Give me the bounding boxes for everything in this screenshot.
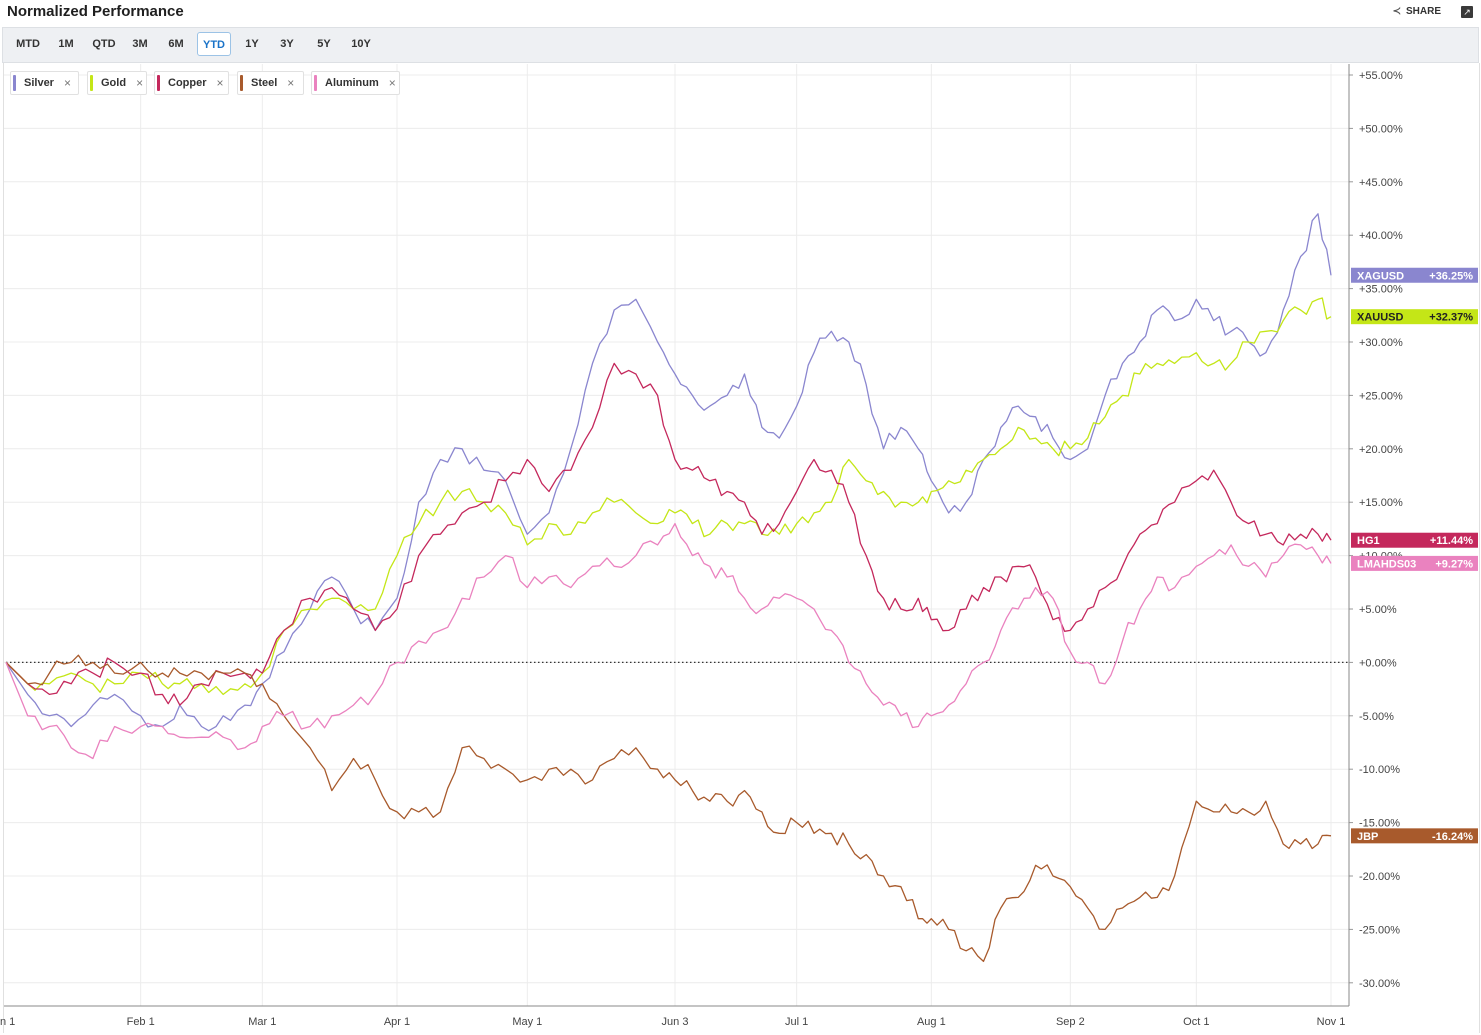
range-button-ytd[interactable]: YTD bbox=[197, 32, 231, 56]
last-value-tag-bg bbox=[1351, 267, 1478, 283]
range-button-1m[interactable]: 1M bbox=[58, 38, 74, 50]
y-tick-label: -15.00% bbox=[1359, 818, 1400, 830]
chart-area bbox=[3, 63, 1480, 1033]
last-value-tag-copper: HG1 +11.44% bbox=[1351, 532, 1478, 548]
last-value-ticker: LMAHDS03 bbox=[1357, 558, 1416, 570]
last-value-ticker: JBP bbox=[1357, 831, 1378, 843]
legend-chip-label: Copper bbox=[168, 77, 207, 89]
series-line-silver bbox=[5, 213, 1332, 732]
axes: +55.00% +50.00% +45.00% +40.00% +35.00% +30.0… bbox=[0, 64, 1403, 1028]
y-tick-label: +50.00% bbox=[1359, 123, 1403, 135]
x-tick-label: May 1 bbox=[512, 1016, 542, 1028]
legend-swatch bbox=[13, 75, 16, 91]
x-tick-label: Nov 1 bbox=[1317, 1016, 1346, 1028]
x-tick-label: Mar 1 bbox=[248, 1016, 276, 1028]
y-tick-label: +20.00% bbox=[1359, 444, 1403, 456]
y-tick-label: -10.00% bbox=[1359, 764, 1400, 776]
close-icon[interactable]: × bbox=[63, 76, 71, 90]
y-tick-label: +35.00% bbox=[1359, 284, 1403, 296]
range-button-6m[interactable]: 6M bbox=[168, 38, 184, 50]
last-value-labels: XAGUSD +36.25%XAUUSD +32.37%HG1 +11.44%JBP -… bbox=[1351, 267, 1478, 844]
legend-swatch bbox=[240, 75, 243, 91]
y-tick-label: +0.00% bbox=[1359, 657, 1397, 669]
series-line-steel bbox=[5, 654, 1332, 963]
y-tick-label: -30.00% bbox=[1359, 978, 1400, 990]
y-tick-label: -20.00% bbox=[1359, 871, 1400, 883]
range-button-3y[interactable]: 3Y bbox=[280, 38, 294, 50]
series-line-copper bbox=[5, 362, 1332, 706]
share-label: SHARE bbox=[1405, 6, 1441, 17]
last-value-tag-gold: XAUUSD +32.37% bbox=[1351, 309, 1478, 325]
y-tick-label: +55.00% bbox=[1359, 70, 1403, 82]
x-tick-label: Oct 1 bbox=[1183, 1016, 1209, 1028]
x-tick-label: n 1 bbox=[0, 1016, 15, 1028]
x-tick-label: Jul 1 bbox=[785, 1016, 808, 1028]
last-value-label: +36.25% bbox=[1429, 270, 1473, 282]
last-value-tag-bg bbox=[1351, 828, 1478, 844]
legend-chip-label: Silver bbox=[24, 77, 54, 89]
x-tick-label: Aug 1 bbox=[917, 1016, 946, 1028]
legend-swatch bbox=[157, 75, 160, 91]
y-tick-label: +30.00% bbox=[1359, 337, 1403, 349]
chart-header: Normalized Performance ≺ SHARE ↗ bbox=[0, 0, 1481, 26]
y-tick-label: +25.00% bbox=[1359, 390, 1403, 402]
y-tick-label: +45.00% bbox=[1359, 177, 1403, 189]
last-value-label: -16.24% bbox=[1432, 831, 1473, 843]
last-value-tag-bg bbox=[1351, 555, 1478, 571]
range-button-qtd[interactable]: QTD bbox=[92, 38, 116, 50]
close-icon[interactable]: × bbox=[136, 76, 144, 90]
legend-chip-copper[interactable]: Copper × bbox=[154, 71, 229, 95]
last-value-ticker: XAUUSD bbox=[1357, 312, 1404, 324]
last-value-label: +11.44% bbox=[1430, 535, 1473, 547]
page-title: Normalized Performance bbox=[7, 3, 184, 20]
last-value-label: +32.37% bbox=[1429, 312, 1473, 324]
close-icon[interactable]: × bbox=[287, 76, 295, 90]
share-button[interactable]: ≺ SHARE bbox=[1393, 6, 1441, 17]
last-value-ticker: XAGUSD bbox=[1357, 270, 1404, 282]
series-line-gold bbox=[5, 297, 1332, 696]
legend-chip-label: Steel bbox=[251, 77, 278, 89]
range-toolbar bbox=[2, 27, 1479, 63]
x-tick-label: Apr 1 bbox=[384, 1016, 410, 1028]
range-button-1y[interactable]: 1Y bbox=[245, 38, 259, 50]
x-tick-label: Sep 2 bbox=[1056, 1016, 1085, 1028]
range-button-3m[interactable]: 3M bbox=[132, 38, 148, 50]
range-button-mtd[interactable]: MTD bbox=[16, 38, 40, 50]
y-tick-label: -5.00% bbox=[1359, 711, 1394, 723]
legend-chip-aluminum[interactable]: Aluminum × bbox=[311, 71, 400, 95]
legend-swatch bbox=[90, 75, 93, 91]
y-tick-label: +5.00% bbox=[1359, 604, 1397, 616]
legend-chip-label: Aluminum bbox=[325, 77, 379, 89]
range-button-10y[interactable]: 10Y bbox=[351, 38, 371, 50]
last-value-tag-aluminum: LMAHDS03 +9.27% bbox=[1351, 555, 1478, 571]
legend-swatch bbox=[314, 75, 317, 91]
last-value-ticker: HG1 bbox=[1357, 535, 1380, 547]
legend-chip-steel[interactable]: Steel × bbox=[237, 71, 304, 95]
expand-icon[interactable]: ↗ bbox=[1461, 6, 1473, 18]
x-tick-label: Jun 3 bbox=[662, 1016, 689, 1028]
series-line-aluminum bbox=[5, 522, 1332, 760]
last-value-label: +9.27% bbox=[1435, 558, 1473, 570]
y-tick-label: -25.00% bbox=[1359, 924, 1400, 936]
legend-chip-label: Gold bbox=[101, 77, 127, 89]
range-button-5y[interactable]: 5Y bbox=[317, 38, 331, 50]
x-tick-label: Feb 1 bbox=[127, 1016, 155, 1028]
series-lines bbox=[5, 213, 1332, 963]
grid-lines bbox=[4, 64, 1349, 1006]
close-icon[interactable]: × bbox=[388, 76, 396, 90]
close-icon[interactable]: × bbox=[216, 76, 224, 90]
last-value-tag-bg bbox=[1351, 309, 1478, 325]
last-value-tag-bg bbox=[1351, 532, 1478, 548]
y-tick-label: +15.00% bbox=[1359, 497, 1403, 509]
last-value-tag-silver: XAGUSD +36.25% bbox=[1351, 267, 1478, 283]
share-icon: ≺ bbox=[1392, 6, 1401, 17]
last-value-tag-steel: JBP -16.24% bbox=[1351, 828, 1478, 844]
legend-chip-silver[interactable]: Silver × bbox=[10, 71, 79, 95]
legend-chip-gold[interactable]: Gold × bbox=[87, 71, 147, 95]
y-tick-label: +40.00% bbox=[1359, 230, 1403, 242]
